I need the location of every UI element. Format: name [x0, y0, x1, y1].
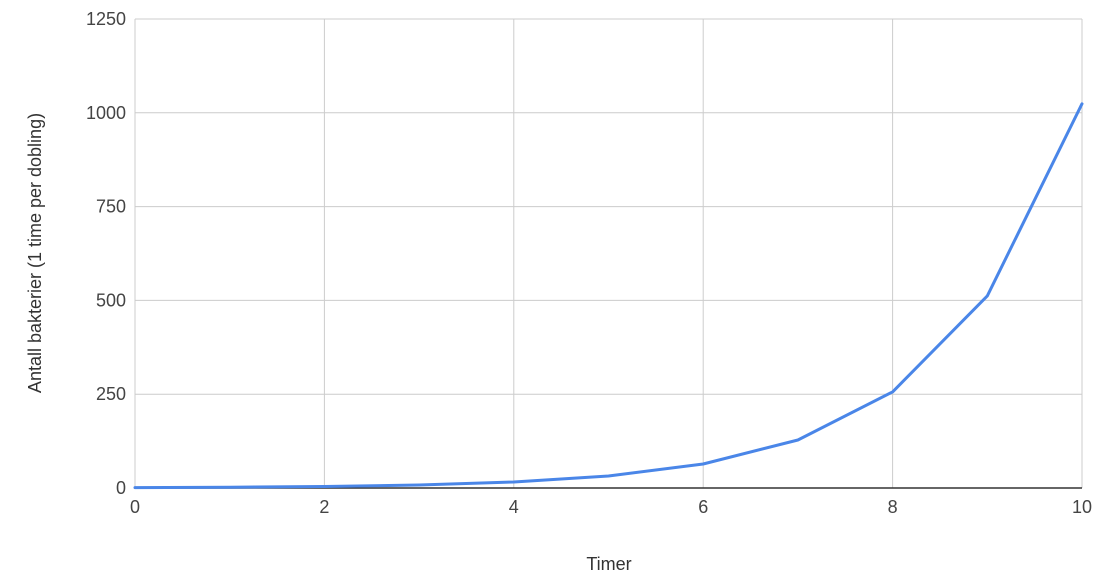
x-axis-label: Timer — [586, 554, 631, 574]
x-tick-label: 0 — [130, 497, 140, 517]
y-axis-label: Antall bakterier (1 time per dobling) — [25, 113, 45, 393]
y-tick-label: 1250 — [86, 9, 126, 29]
x-tick-label: 6 — [698, 497, 708, 517]
x-tick-label: 4 — [509, 497, 519, 517]
y-tick-label: 500 — [96, 290, 126, 310]
y-tick-label: 0 — [116, 478, 126, 498]
y-tick-label: 750 — [96, 197, 126, 217]
x-tick-label: 8 — [888, 497, 898, 517]
tick-labels: 0 2 4 6 8 10 0 250 500 750 1000 1250 — [86, 9, 1092, 517]
axes — [134, 19, 1082, 489]
x-tick-label: 10 — [1072, 497, 1092, 517]
y-tick-label: 250 — [96, 384, 126, 404]
grid-lines — [135, 18, 1083, 488]
series-layer — [133, 102, 1084, 490]
y-tick-label: 1000 — [86, 103, 126, 123]
x-tick-label: 2 — [319, 497, 329, 517]
series-line — [133, 102, 1084, 490]
